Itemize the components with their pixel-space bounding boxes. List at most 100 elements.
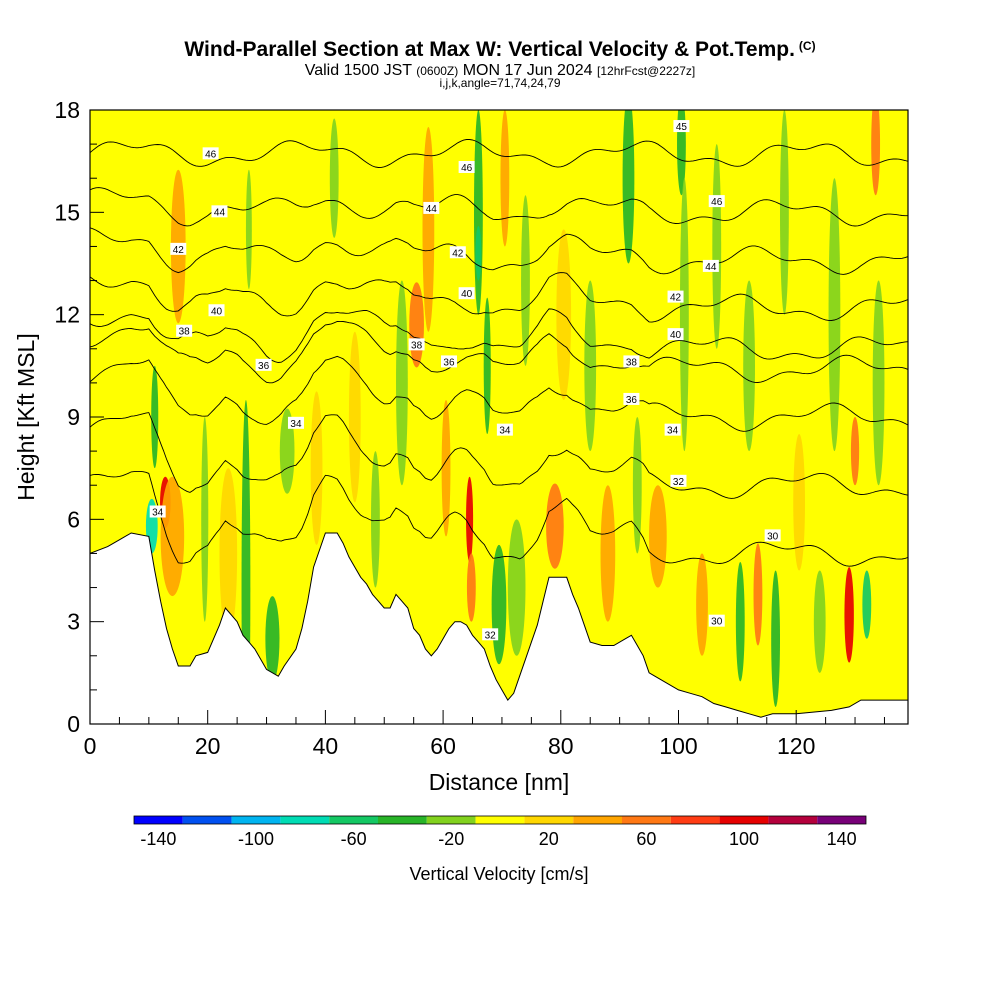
contour-label-bg [287, 416, 304, 429]
chart-params: i,j,k,angle=71,74,24,79 [439, 76, 561, 90]
terrain-area [90, 532, 908, 724]
y-tick-label: 12 [54, 302, 80, 328]
velocity-cell [521, 195, 530, 366]
subtitle-valid-time: Valid 1500 JST [304, 62, 412, 79]
colorbar-tick-label: -100 [238, 829, 274, 849]
contour-label: 38 [626, 357, 638, 368]
velocity-cell [348, 331, 361, 503]
colorbar-swatch [573, 816, 622, 824]
velocity-cell [862, 570, 872, 639]
chart-subtitle: Valid 1500 JST (0600Z) MON 17 Jun 2024 [… [0, 62, 1000, 80]
colorbar-tick-label: 20 [539, 829, 559, 849]
velocity-cell [310, 391, 323, 545]
colorbar-tick-label: -20 [438, 829, 464, 849]
velocity-cell [712, 144, 722, 349]
velocity-cell [771, 570, 781, 707]
velocity-cell [279, 408, 295, 494]
title-main: Wind-Parallel Section at Max W: Vertical… [184, 38, 795, 61]
y-tick-labels: 0 3 6 9 12 15 18 [54, 97, 80, 737]
isentrope-line [90, 227, 908, 275]
colorbar-swatch [329, 816, 378, 824]
contour-label-bg [449, 246, 466, 259]
velocity-cell [696, 553, 708, 656]
chart-title: Wind-Parallel Section at Max W: Vertical… [0, 38, 1000, 62]
contour-label: 46 [205, 149, 217, 160]
contour-label: 36 [258, 361, 270, 372]
colorbar-swatch [280, 816, 330, 824]
contour-label-bg [458, 160, 475, 173]
contour-label: 32 [673, 477, 685, 488]
colorbar-tick-labels: -140 -100 -60 -20 20 60 100 140 [140, 829, 856, 849]
x-tick-label: 60 [430, 733, 456, 759]
contour-label-bg [440, 355, 457, 368]
colorbar-tick-label: 140 [827, 829, 857, 849]
x-tick-label: 100 [659, 733, 697, 759]
subtitle-forecast: [12hrFcst@2227z] [597, 64, 696, 78]
colorbar-swatch [768, 816, 818, 824]
velocity-cell [871, 110, 881, 196]
plot-area: 46 44 42 40 38 36 34 34 46 44 42 40 38 36 34 32 45 46 44 42… [90, 110, 908, 724]
colorbar-swatch [719, 816, 769, 824]
colorbar-tick-label: 60 [636, 829, 656, 849]
contour-label-bg [708, 614, 725, 627]
contour-label: 44 [214, 207, 226, 218]
velocity-cell [329, 118, 339, 238]
contour-label-bg [176, 324, 193, 337]
y-axis-label: Height [Kft MSL] [13, 333, 39, 500]
contour-label-bg [255, 358, 272, 371]
contour-label: 42 [452, 248, 464, 259]
terrain-mask [90, 532, 908, 724]
velocity-cell [491, 544, 507, 665]
y-tick-label: 18 [54, 97, 80, 123]
contour-label-bg [764, 529, 781, 542]
x-tick-label: 20 [195, 733, 221, 759]
velocity-cell [245, 169, 252, 290]
velocity-cell [780, 110, 789, 315]
y-tick-label: 3 [67, 609, 80, 635]
contour-label: 30 [711, 617, 723, 628]
x-tick-labels: 0 20 40 60 80 100 120 [84, 733, 816, 759]
velocity-cell [160, 476, 185, 597]
contour-label: 42 [670, 293, 682, 304]
contour-label-bg [667, 328, 684, 341]
velocity-cell [396, 280, 408, 486]
y-tick-label: 0 [67, 711, 80, 737]
velocity-cell [500, 110, 510, 247]
y-tick-label: 9 [67, 404, 80, 430]
y-tick-label: 6 [67, 506, 80, 532]
contour-label-bg [667, 290, 684, 303]
contour-label: 45 [676, 122, 688, 133]
velocity-cell [371, 451, 380, 588]
x-tick-label: 40 [313, 733, 339, 759]
isentrope-line [90, 321, 908, 384]
y-tick-label: 15 [54, 199, 80, 225]
velocity-cell [622, 110, 635, 264]
title-suffix: (C) [798, 39, 816, 53]
contour-label-bg [149, 505, 166, 518]
x-tick-label: 120 [777, 733, 815, 759]
contour-label: 34 [499, 426, 511, 437]
contour-label-bg [208, 304, 225, 317]
contour-label-bg [202, 147, 219, 160]
contour-label: 32 [485, 630, 497, 641]
x-axis-label: Distance [nm] [429, 769, 570, 795]
contour-label: 40 [461, 289, 473, 300]
velocity-cell [507, 519, 526, 656]
subtitle-date: MON 17 Jun 2024 [462, 62, 593, 79]
colorbar-swatch [475, 816, 525, 824]
contour-label: 44 [426, 204, 438, 215]
velocity-cell [679, 178, 689, 452]
contour-label: 38 [179, 327, 191, 338]
contour-label-bg [211, 205, 228, 218]
velocity-cell [441, 399, 451, 537]
contour-label: 36 [443, 357, 455, 368]
velocity-cell [872, 280, 885, 486]
isentrope-line [90, 355, 908, 432]
velocity-cell [151, 365, 159, 469]
colorbar-swatch [622, 816, 671, 824]
contour-label-bg [623, 392, 640, 405]
contour-label-bg [702, 259, 719, 272]
contour-label: 44 [705, 262, 717, 273]
colorbar-label: Vertical Velocity [cm/s] [409, 864, 588, 884]
